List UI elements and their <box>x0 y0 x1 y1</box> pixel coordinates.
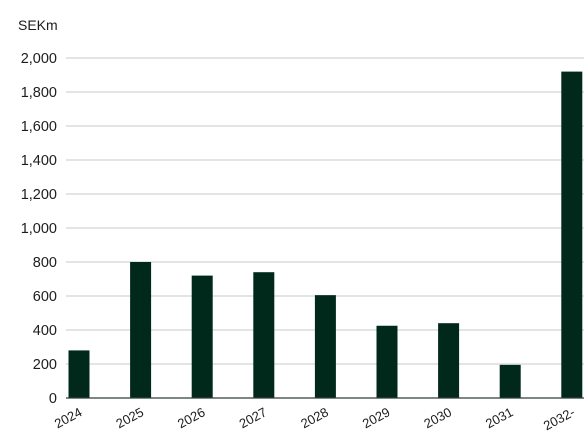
y-tick-label: 800 <box>33 255 57 271</box>
y-tick-label: 1,400 <box>21 153 57 169</box>
bar-2031 <box>499 364 521 398</box>
x-axis-tick-labels: 2024 2025 2026 2027 2028 2029 2030 2031 2032- <box>52 404 577 433</box>
x-tick-label: 2024 <box>52 404 85 431</box>
y-tick-label: 1,600 <box>21 119 57 135</box>
y-tick-label: 200 <box>33 357 57 373</box>
y-tick-label: 600 <box>33 289 57 305</box>
bar-2030 <box>438 323 460 398</box>
y-tick-label: 0 <box>49 391 57 407</box>
x-tick-label: 2026 <box>175 404 208 431</box>
x-tick-label: 2030 <box>421 404 454 431</box>
bars <box>68 71 583 398</box>
gridlines <box>66 57 584 365</box>
x-tick-label: 2029 <box>360 404 393 431</box>
y-tick-label: 2,000 <box>21 51 57 67</box>
bar-2024 <box>68 350 90 398</box>
bar-2027 <box>253 272 275 398</box>
bar-2026 <box>191 275 213 398</box>
y-tick-label: 400 <box>33 323 57 339</box>
y-axis-unit-label: SEKm <box>18 17 58 33</box>
y-tick-label: 1,200 <box>21 187 57 203</box>
bar-2025 <box>130 262 152 398</box>
x-tick-label: 2025 <box>113 404 146 431</box>
bar-2029 <box>376 325 398 398</box>
x-tick-label: 2031 <box>483 404 516 431</box>
bar-2028 <box>314 295 336 398</box>
y-tick-label: 1,800 <box>21 85 57 101</box>
y-axis-tick-labels: 0 200 400 600 800 1,000 1,200 1,400 1,600 1,800 2,… <box>21 51 57 407</box>
y-tick-label: 1,000 <box>21 221 57 237</box>
x-tick-label: 2027 <box>237 404 270 431</box>
x-tick-label: 2032- <box>541 404 577 433</box>
x-tick-label: 2028 <box>298 404 331 431</box>
bar-2032- <box>561 71 583 398</box>
